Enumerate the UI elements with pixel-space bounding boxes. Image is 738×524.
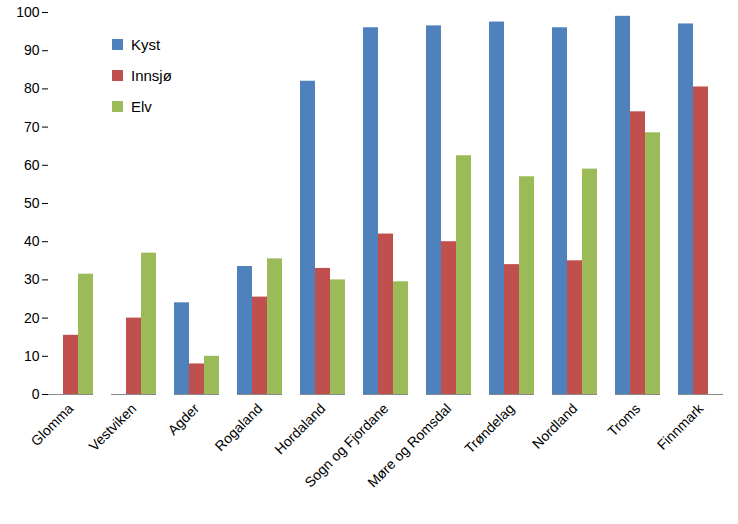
svg-text:90: 90 xyxy=(24,42,40,58)
svg-text:0: 0 xyxy=(32,386,40,402)
svg-text:50: 50 xyxy=(24,195,40,211)
html-text:Innsjø: Innsjø xyxy=(131,67,172,84)
svg-text:Møre og Romsdal: Møre og Romsdal xyxy=(364,400,454,490)
svg-text:Sogn og Fjordane: Sogn og Fjordane xyxy=(301,400,392,491)
svg-text:30: 30 xyxy=(24,271,40,287)
svg-text:80: 80 xyxy=(24,80,40,96)
svg-text:40: 40 xyxy=(24,233,40,249)
svg-text:70: 70 xyxy=(24,119,40,135)
svg-text:Trøndelag: Trøndelag xyxy=(461,400,517,456)
svg-text:100: 100 xyxy=(16,4,40,20)
svg-text:Rogaland: Rogaland xyxy=(212,400,266,454)
html-text:Elv: Elv xyxy=(131,98,152,115)
html-text:Kyst: Kyst xyxy=(131,36,161,53)
svg-text:Agder: Agder xyxy=(165,400,203,438)
svg-text:Finnmark: Finnmark xyxy=(654,400,707,453)
svg-text:Troms: Troms xyxy=(604,400,643,439)
svg-text:60: 60 xyxy=(24,157,40,173)
svg-text:Nordland: Nordland xyxy=(529,400,580,451)
svg-text:10: 10 xyxy=(24,348,40,364)
svg-text:20: 20 xyxy=(24,310,40,326)
svg-text:Vestviken: Vestviken xyxy=(86,400,140,454)
svg-text:Glomma: Glomma xyxy=(28,400,77,449)
svg-text:Hordaland: Hordaland xyxy=(271,400,328,457)
